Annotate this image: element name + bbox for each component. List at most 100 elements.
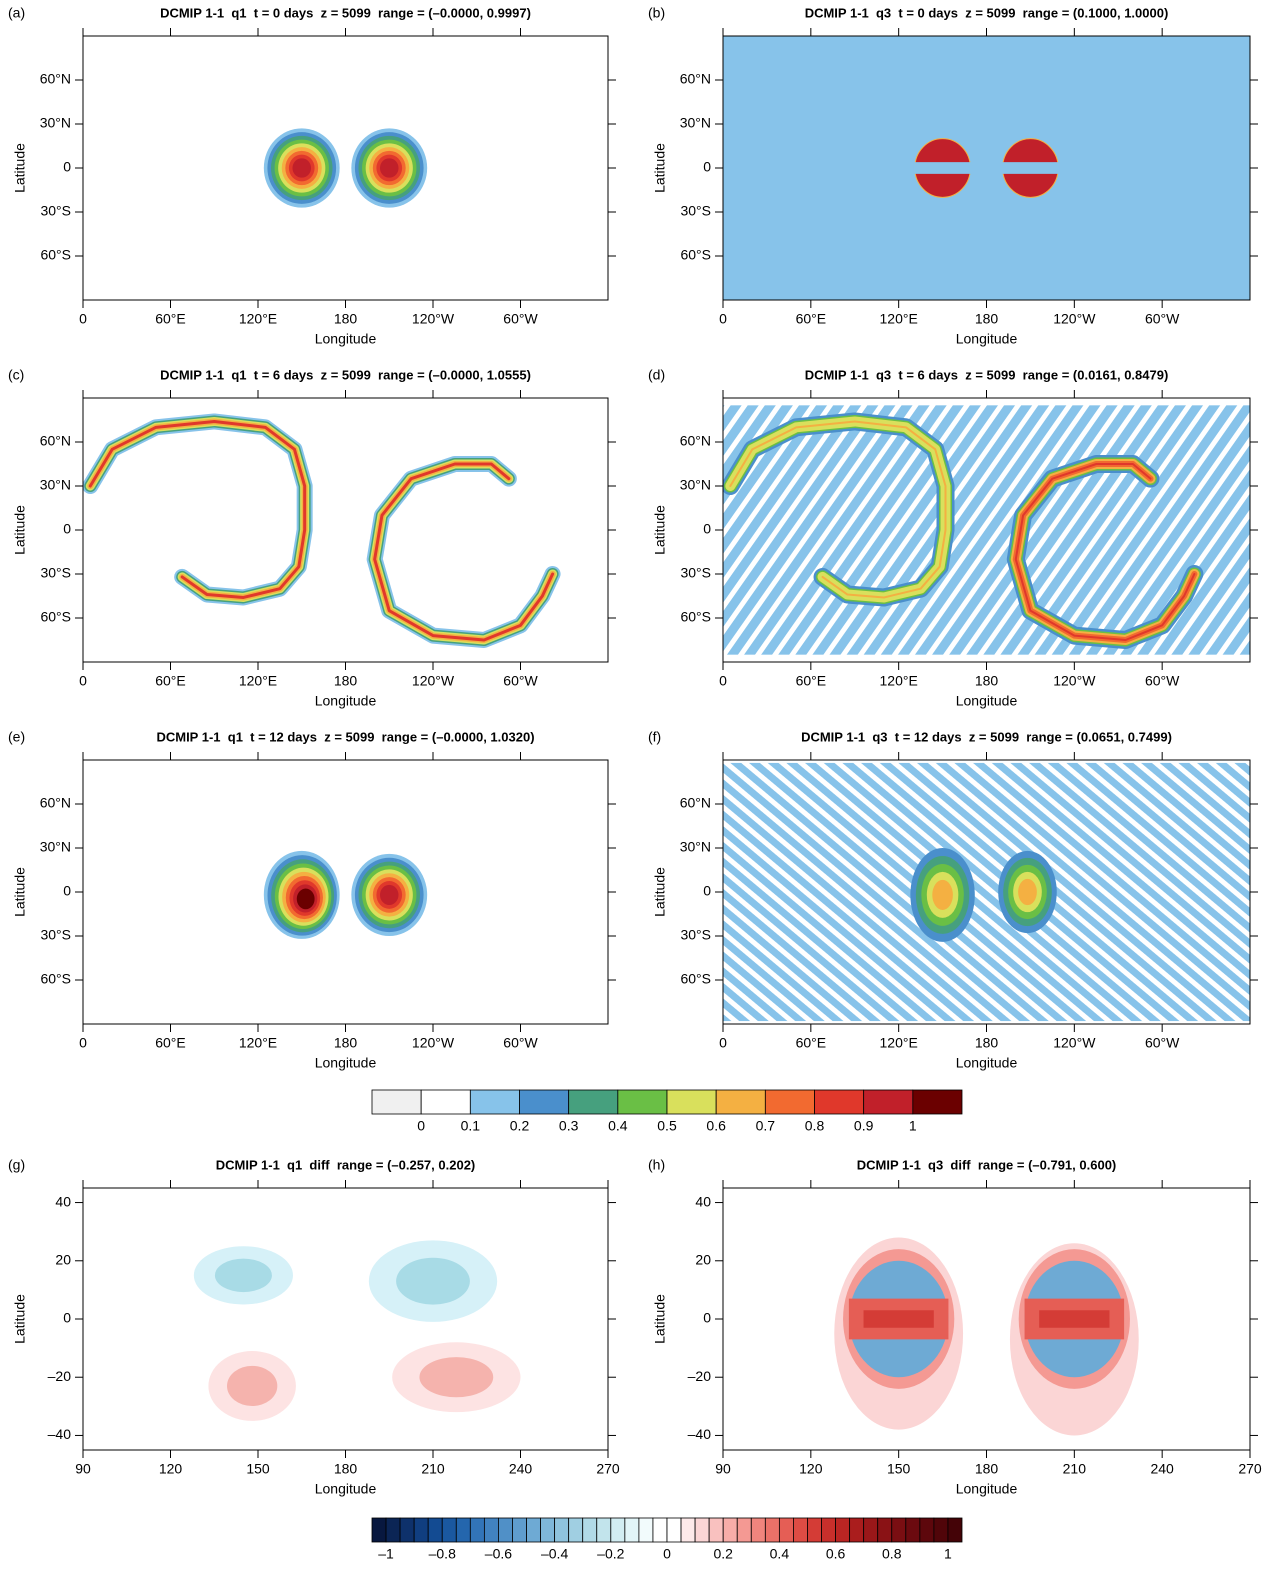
y-tick-label: 30°N: [40, 477, 71, 493]
colorbar-label: 0.5: [657, 1118, 677, 1134]
y-tick-label: 0: [63, 1310, 71, 1326]
colorbar-label: 0.8: [805, 1118, 825, 1134]
y-tick-label: 60°N: [680, 795, 711, 811]
x-tick-label: 270: [1238, 1461, 1262, 1477]
colorbar-box: [764, 1089, 815, 1115]
colorbar-label: 0.7: [756, 1118, 776, 1134]
y-tick-label: –40: [688, 1426, 712, 1442]
colorbar-label: –0.8: [429, 1546, 456, 1562]
colorbar-box: [933, 1517, 949, 1543]
panel: (h) DCMIP 1-1 q3 diff range = (–0.791, 0.…: [648, 1157, 1262, 1497]
colorbar-box: [793, 1517, 808, 1543]
colorbar-box: [821, 1517, 836, 1543]
y-tick-label: 60°S: [680, 609, 711, 625]
y-tick-label: 20: [55, 1251, 71, 1267]
colorbar-box: [680, 1517, 696, 1543]
x-tick-label: 0: [79, 311, 87, 327]
y-axis-label: Latitude: [652, 143, 668, 193]
contour-field: [723, 36, 1250, 300]
x-tick-label: 180: [975, 673, 999, 689]
colorbar-box: [652, 1517, 668, 1543]
colorbar-box: [455, 1517, 471, 1543]
x-tick-label: 180: [975, 1035, 999, 1051]
colorbar-label: –0.2: [597, 1546, 624, 1562]
colorbar-box: [554, 1517, 570, 1543]
colorbar-box: [638, 1517, 654, 1543]
y-tick-label: –20: [688, 1368, 712, 1384]
colorbar-box: [736, 1517, 752, 1543]
y-tick-label: 60°S: [40, 971, 71, 987]
panel-label: (g): [8, 1157, 25, 1173]
contour-fill: [913, 162, 972, 174]
x-axis-label: Longitude: [956, 1481, 1018, 1497]
y-axis-label: Latitude: [12, 143, 28, 193]
x-tick-label: 90: [75, 1461, 91, 1477]
x-tick-label: 120°E: [880, 1035, 918, 1051]
x-tick-label: 60°W: [503, 1035, 538, 1051]
colorbar-box: [708, 1517, 724, 1543]
chart-title: DCMIP 1-1 q3 t = 6 days z = 5099 range =…: [805, 367, 1169, 382]
x-tick-label: 120°E: [880, 673, 918, 689]
panel-label: (b): [648, 5, 665, 21]
x-tick-label: 0: [719, 1035, 727, 1051]
x-tick-label: 120°W: [412, 673, 455, 689]
colorbar-box: [526, 1517, 541, 1543]
x-tick-label: 60°W: [503, 311, 538, 327]
contour-fill: [1014, 463, 1196, 641]
colorbar-box: [814, 1089, 865, 1115]
x-tick-label: 0: [719, 311, 727, 327]
y-tick-label: –40: [48, 1426, 72, 1442]
y-tick-label: 30°N: [680, 477, 711, 493]
chart-title: DCMIP 1-1 q1 t = 0 days z = 5099 range =…: [160, 5, 531, 20]
contour-fill: [214, 1258, 272, 1293]
contour-field: [263, 128, 428, 208]
colorbar-box: [947, 1517, 963, 1543]
x-tick-label: 120: [799, 1461, 823, 1477]
x-tick-label: 60°E: [155, 1035, 186, 1051]
y-tick-label: 40: [55, 1193, 71, 1209]
y-tick-label: 0: [63, 159, 71, 175]
y-tick-label: 30°N: [680, 115, 711, 131]
x-tick-label: 240: [1150, 1461, 1174, 1477]
contour-fill: [227, 1365, 278, 1407]
contour-fill: [379, 884, 399, 905]
y-tick-label: 60°N: [40, 433, 71, 449]
x-tick-label: 180: [334, 1461, 358, 1477]
x-tick-label: 210: [421, 1461, 445, 1477]
colorbar-box: [385, 1517, 401, 1543]
plot-frame: [82, 35, 609, 301]
colorbar-box: [483, 1517, 499, 1543]
contour-fill: [863, 1310, 934, 1328]
colorbar-box: [568, 1089, 619, 1115]
colorbar-box: [617, 1089, 668, 1115]
contour-fill: [88, 419, 307, 599]
colorbar-box: [905, 1517, 921, 1543]
y-tick-label: 0: [703, 883, 711, 899]
y-axis-label: Latitude: [12, 867, 28, 917]
chart-title: DCMIP 1-1 q3 t = 0 days z = 5099 range =…: [805, 5, 1169, 20]
colorbar-box: [863, 1517, 879, 1543]
colorbar-label: 0.4: [770, 1546, 790, 1562]
colorbar-box: [498, 1517, 513, 1543]
colorbar-box: [877, 1517, 893, 1543]
x-tick-label: 120°W: [1053, 311, 1096, 327]
y-tick-label: 0: [703, 159, 711, 175]
y-tick-label: 20: [695, 1251, 711, 1267]
x-tick-label: 0: [79, 673, 87, 689]
colorbar-label: –1: [378, 1546, 394, 1562]
y-tick-label: 0: [63, 883, 71, 899]
contour-field: [723, 405, 1250, 655]
y-tick-label: 60°S: [680, 971, 711, 987]
colorbar-box: [371, 1517, 387, 1543]
contour-fill: [1039, 1310, 1110, 1328]
colorbar-box: [469, 1517, 485, 1543]
colorbar-label: 0.6: [826, 1546, 846, 1562]
x-tick-label: 180: [334, 673, 358, 689]
x-tick-label: 120°E: [239, 311, 277, 327]
panel-label: (h): [648, 1157, 665, 1173]
y-tick-label: 30°N: [40, 115, 71, 131]
colorbar-box: [666, 1089, 717, 1115]
colorbar-box: [919, 1517, 935, 1543]
chart-title: DCMIP 1-1 q1 t = 6 days z = 5099 range =…: [160, 367, 531, 382]
